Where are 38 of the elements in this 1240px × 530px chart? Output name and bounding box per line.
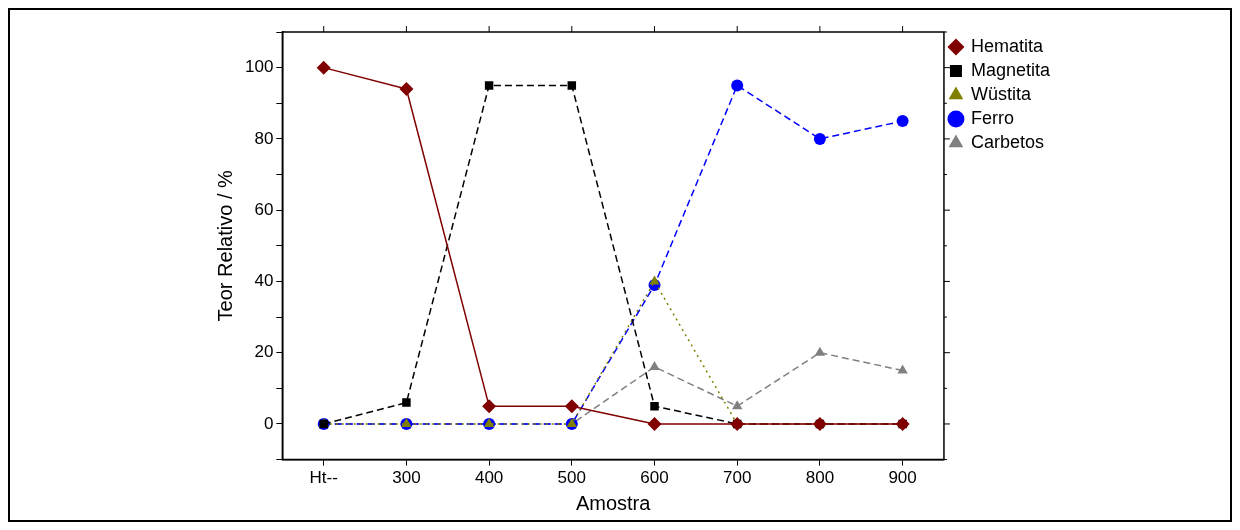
- point: [399, 82, 414, 97]
- y-tick-label: 100: [244, 57, 274, 77]
- point: [897, 364, 908, 374]
- point: [484, 81, 494, 90]
- y-tick-label: 60: [254, 199, 274, 219]
- legend-label: Ferro: [970, 107, 1014, 128]
- point: [814, 346, 826, 356]
- y-axis-title: Teor Relativo / %: [213, 170, 236, 322]
- point: [813, 132, 826, 145]
- point: [647, 416, 662, 431]
- x-tick-label: 900: [888, 468, 917, 488]
- y-tick-label: 0: [263, 413, 274, 433]
- point: [402, 398, 411, 407]
- x-tick-label: Ht--: [309, 468, 338, 488]
- y-tick-label: 20: [254, 342, 274, 362]
- legend-label: Carbetos: [970, 131, 1044, 152]
- point: [649, 360, 660, 370]
- point: [316, 60, 331, 75]
- x-tick-label: 600: [640, 468, 669, 488]
- point: [650, 401, 659, 411]
- point: [482, 399, 497, 414]
- point: [896, 115, 909, 128]
- y-tick-label: 40: [254, 271, 274, 291]
- point: [649, 275, 660, 285]
- legend-label: Wüstita: [970, 83, 1032, 104]
- x-tick-label: 300: [392, 468, 421, 488]
- point: [732, 400, 743, 410]
- point: [564, 399, 579, 414]
- x-tick-label: 400: [474, 468, 504, 488]
- x-axis-title: Amostra: [575, 491, 652, 514]
- x-tick-label: 700: [723, 468, 752, 488]
- legend-label: Magnetita: [970, 59, 1051, 80]
- x-tick-label: 800: [805, 468, 835, 488]
- legend-label: Hematita: [970, 35, 1044, 56]
- point: [731, 79, 744, 92]
- point: [567, 81, 577, 90]
- x-tick-label: 500: [557, 468, 586, 488]
- y-tick-label: 80: [254, 128, 274, 148]
